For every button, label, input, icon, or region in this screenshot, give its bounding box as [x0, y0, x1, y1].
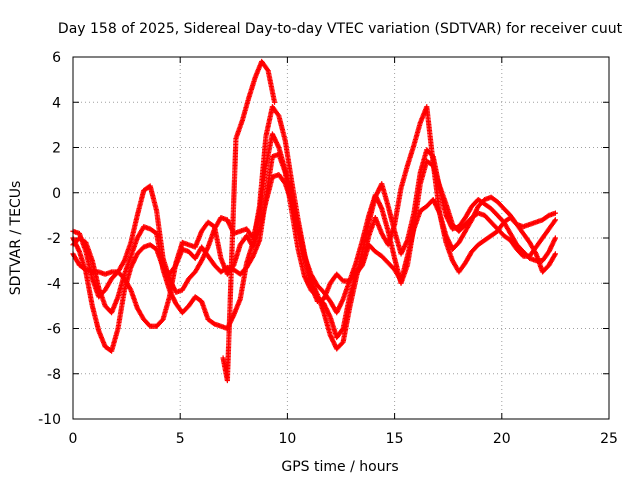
data-point	[551, 218, 558, 224]
x-axis-label: GPS time / hours	[281, 459, 398, 475]
x-tick-label: 25	[600, 431, 618, 447]
plot-frame	[72, 56, 610, 420]
y-tick-label: 0	[52, 186, 61, 202]
data-point	[552, 251, 558, 257]
chart-title: Day 158 of 2025, Sidereal Day-to-day VTE…	[58, 21, 623, 37]
series-track-3	[70, 131, 558, 316]
series-track-4	[70, 104, 558, 329]
y-tick-label: 4	[52, 95, 61, 111]
series-track-5	[220, 58, 278, 384]
data-points	[70, 58, 558, 384]
x-tick-label: 0	[69, 431, 78, 447]
y-tick-label: 2	[52, 141, 61, 157]
data-point	[552, 217, 558, 223]
x-tick-label: 20	[493, 431, 511, 447]
y-tick-label: 6	[52, 50, 61, 66]
x-tick-label: 15	[386, 431, 404, 447]
series-track-1	[70, 151, 558, 354]
axis-ticks: 0 5 10 15 20 25 -10 -8 -6 -4 -2 0 2 4 6	[38, 50, 618, 447]
x-tick-label: 10	[278, 431, 296, 447]
y-tick-label: -10	[38, 412, 61, 428]
y-tick-label: -4	[47, 276, 61, 292]
data-point	[264, 66, 270, 73]
x-tick-label: 5	[176, 431, 185, 447]
y-tick-label: -2	[47, 231, 61, 247]
data-point	[552, 235, 558, 241]
series-track-2	[70, 104, 558, 352]
data-point	[271, 99, 278, 105]
y-tick-label: -8	[47, 367, 61, 383]
data-point	[552, 210, 558, 216]
y-axis-label: SDTVAR / TECUs	[8, 181, 24, 296]
y-tick-label: -6	[47, 322, 61, 338]
